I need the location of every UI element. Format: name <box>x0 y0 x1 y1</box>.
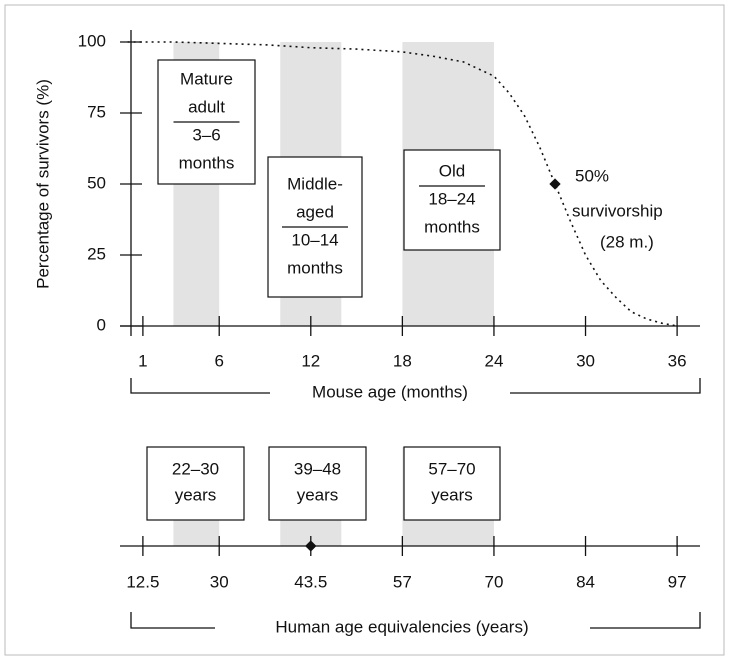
y-axis-label: Percentage of survivors (%) <box>33 79 52 289</box>
human-stage-label: 57–70 <box>428 459 475 478</box>
x-tick-label: 12 <box>301 351 320 370</box>
human-box <box>268 446 367 521</box>
y-tick-label: 50 <box>87 173 106 192</box>
stage-label: aged <box>296 202 334 221</box>
stage-box <box>403 149 501 251</box>
annotation: 50% <box>575 166 609 185</box>
x-tick-label: 1 <box>138 351 147 370</box>
stage-label: 18–24 <box>428 189 475 208</box>
stage-label: Middle- <box>287 174 343 193</box>
stage-label: Mature <box>180 69 233 88</box>
human-stage-label: 39–48 <box>294 459 341 478</box>
x-axis-label: Mouse age (months) <box>312 382 468 401</box>
human-marker <box>305 540 317 552</box>
human-stage-label: years <box>431 485 473 504</box>
human-tick-label: 97 <box>668 572 687 591</box>
stage-label: months <box>424 217 480 236</box>
stage-label: months <box>179 153 235 172</box>
x-tick-label: 18 <box>393 351 412 370</box>
human-stage-label: 22–30 <box>172 459 219 478</box>
stage-label: 10–14 <box>291 230 338 249</box>
frame <box>4 4 725 656</box>
human-axis-label: Human age equivalencies (years) <box>275 617 528 636</box>
y-tick-label: 0 <box>97 315 106 334</box>
stage-label: adult <box>188 97 225 116</box>
human-tick-label: 57 <box>393 572 412 591</box>
y-tick-label: 100 <box>78 31 106 50</box>
human-tick-label: 30 <box>210 572 229 591</box>
median-marker <box>549 178 561 190</box>
human-tick-label: 12.5 <box>126 572 159 591</box>
human-tick-label: 70 <box>484 572 503 591</box>
human-tick-label: 84 <box>576 572 595 591</box>
human-bracket <box>130 612 701 629</box>
stage-label: Old <box>439 161 465 180</box>
human-box <box>146 446 245 521</box>
stage-label: months <box>287 258 343 277</box>
y-tick-label: 25 <box>87 244 106 263</box>
human-tick-label: 43.5 <box>294 572 327 591</box>
x-bracket <box>130 378 701 394</box>
human-stage-label: years <box>297 485 339 504</box>
human-stage-label: years <box>175 485 217 504</box>
x-tick-label: 24 <box>484 351 503 370</box>
y-tick-label: 75 <box>87 102 106 121</box>
x-tick-label: 36 <box>668 351 687 370</box>
stage-label: 3–6 <box>192 125 220 144</box>
human-box <box>403 446 501 521</box>
x-tick-label: 30 <box>576 351 595 370</box>
x-tick-label: 6 <box>214 351 223 370</box>
annotation: (28 m.) <box>600 232 654 251</box>
annotation: survivorship <box>572 201 663 220</box>
